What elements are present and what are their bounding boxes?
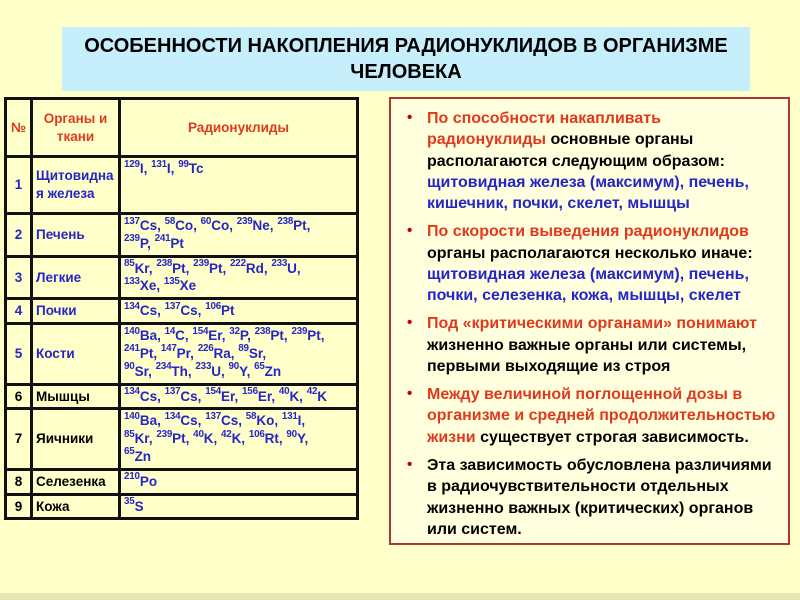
row-number-cell: 9 bbox=[4, 492, 33, 521]
nuclides-cell: 129I, 131I, 99Tc bbox=[118, 155, 359, 215]
organ-cell: Яичники bbox=[30, 407, 121, 471]
row-number-cell: 2 bbox=[4, 212, 33, 258]
table-row: 5 Кости 140Ba, 14C, 154Er, 32P, 238Pt, 239… bbox=[4, 322, 359, 386]
bullet-text-segment: щитовидная железа (максимум), печень, по… bbox=[427, 265, 749, 305]
bullet-dot-icon: • bbox=[407, 222, 413, 240]
bullet-item: • По способности накапливать радионуклиды… bbox=[399, 108, 778, 214]
nuclides-cell: 35S bbox=[118, 492, 359, 521]
bullet-dot-icon: • bbox=[407, 314, 413, 332]
bullet-text-segment: основные органы располагаются следующим … bbox=[427, 131, 725, 170]
notes-panel: • По способности накапливать радионуклиды… bbox=[389, 97, 790, 545]
table-row: 8 Селезенка 210Po bbox=[4, 467, 359, 496]
row-number-cell: 4 bbox=[4, 297, 33, 326]
bullet-item: • По скорости выведения радионуклидов орг… bbox=[399, 221, 778, 306]
organ-cell: Легкие bbox=[30, 254, 121, 301]
organ-cell: Кости bbox=[30, 322, 121, 386]
organ-cell: Почки bbox=[30, 297, 121, 326]
row-number-cell: 6 bbox=[4, 382, 33, 411]
nuclides-cell: 140Ba, 134Cs, 137Cs, 58Ko, 131I, 85Kr, 23… bbox=[118, 407, 359, 471]
row-number-cell: 7 bbox=[4, 407, 33, 471]
bullet-text-segment: жизненно важные органы или системы, перв… bbox=[427, 336, 747, 375]
bullet-text-segment: Между величиной поглощенной дозы в орган… bbox=[427, 386, 776, 446]
table-row: 7 Яичники 140Ba, 134Cs, 137Cs, 58Ko, 131I,… bbox=[4, 407, 359, 471]
organ-cell: Кожа bbox=[30, 492, 121, 521]
organ-cell: Щитовидная железа bbox=[30, 155, 121, 215]
bullet-text-segment: органы располагаются несколько иначе: bbox=[427, 244, 753, 262]
organ-cell: Селезенка bbox=[30, 467, 121, 496]
bullet-text-segment: По способности накапливать радионуклиды bbox=[427, 110, 661, 149]
row-number-cell: 3 bbox=[4, 254, 33, 301]
bullet-list: • По способности накапливать радионуклиды… bbox=[399, 108, 778, 540]
table-row: 1 Щитовидная железа 129I, 131I, 99Tc bbox=[4, 155, 359, 215]
organs-table-body: 1 Щитовидная железа 129I, 131I, 99Tc 2 Печен… bbox=[4, 155, 359, 521]
bullet-item: • Между величиной поглощенной дозы в орга… bbox=[399, 384, 778, 448]
row-number-cell: 5 bbox=[4, 322, 33, 386]
table-row: 4 Почки 134Cs, 137Cs, 106Pt bbox=[4, 297, 359, 326]
organ-cell: Печень bbox=[30, 212, 121, 258]
table-row: 6 Мышцы 134Cs, 137Cs, 154Er, 156Er, 40K, 4… bbox=[4, 382, 359, 411]
nuclides-cell: 140Ba, 14C, 154Er, 32P, 238Pt, 239Pt, 241… bbox=[118, 322, 359, 386]
bullet-item: • Эта зависимость обусловлена различиями … bbox=[399, 455, 778, 540]
bullet-text-segment: Эта зависимость обусловлена различиями в… bbox=[427, 456, 772, 538]
table-row: 9 Кожа 35S bbox=[4, 492, 359, 521]
header-nuclides: Радионуклиды bbox=[118, 97, 359, 158]
bullet-item: • Под «критическими органами» понимают жи… bbox=[399, 313, 778, 377]
row-number-cell: 1 bbox=[4, 155, 33, 215]
slide-bottom-edge bbox=[0, 593, 800, 600]
nuclides-cell: 134Cs, 137Cs, 154Er, 156Er, 40K, 42K bbox=[118, 382, 359, 411]
header-num: № bbox=[4, 97, 33, 158]
page-title: ОСОБЕННОСТИ НАКОПЛЕНИЯ РАДИОНУКЛИДОВ В О… bbox=[84, 35, 728, 83]
bullet-dot-icon: • bbox=[407, 109, 413, 126]
bullet-dot-icon: • bbox=[407, 455, 413, 473]
table-row: 3 Легкие 85Kr, 238Pt, 239Pt, 222Rd, 233U, 1… bbox=[4, 254, 359, 301]
nuclides-cell: 85Kr, 238Pt, 239Pt, 222Rd, 233U, 133Xe, 1… bbox=[118, 254, 359, 301]
table-row: 2 Печень 137Cs, 58Co, 60Co, 239Ne, 238Pt, 2… bbox=[4, 212, 359, 258]
table-header-row: № Органы и ткани Радионуклиды bbox=[4, 97, 359, 158]
bullet-text-segment: существует строгая зависимость. bbox=[480, 428, 749, 446]
bullet-text-segment: щитовидная железа (максимум), печень, ки… bbox=[427, 173, 749, 213]
bullet-text-segment: По скорости выведения радионуклидов bbox=[427, 223, 749, 241]
organ-cell: Мышцы bbox=[30, 382, 121, 411]
row-number-cell: 8 bbox=[4, 467, 33, 496]
bullet-text-segment: Под «критическими органами» понимают bbox=[427, 315, 757, 333]
nuclides-cell: 137Cs, 58Co, 60Co, 239Ne, 238Pt, 239P, 24… bbox=[118, 212, 359, 258]
organs-table: № Органы и ткани Радионуклиды 1 Щитовидна… bbox=[4, 97, 359, 521]
header-organ: Органы и ткани bbox=[30, 97, 121, 158]
organs-table-wrap: № Органы и ткани Радионуклиды 1 Щитовидна… bbox=[4, 97, 359, 521]
nuclides-cell: 134Cs, 137Cs, 106Pt bbox=[118, 297, 359, 326]
bullet-dot-icon: • bbox=[407, 385, 413, 403]
title-box: ОСОБЕННОСТИ НАКОПЛЕНИЯ РАДИОНУКЛИДОВ В О… bbox=[62, 27, 750, 91]
nuclides-cell: 210Po bbox=[118, 467, 359, 496]
